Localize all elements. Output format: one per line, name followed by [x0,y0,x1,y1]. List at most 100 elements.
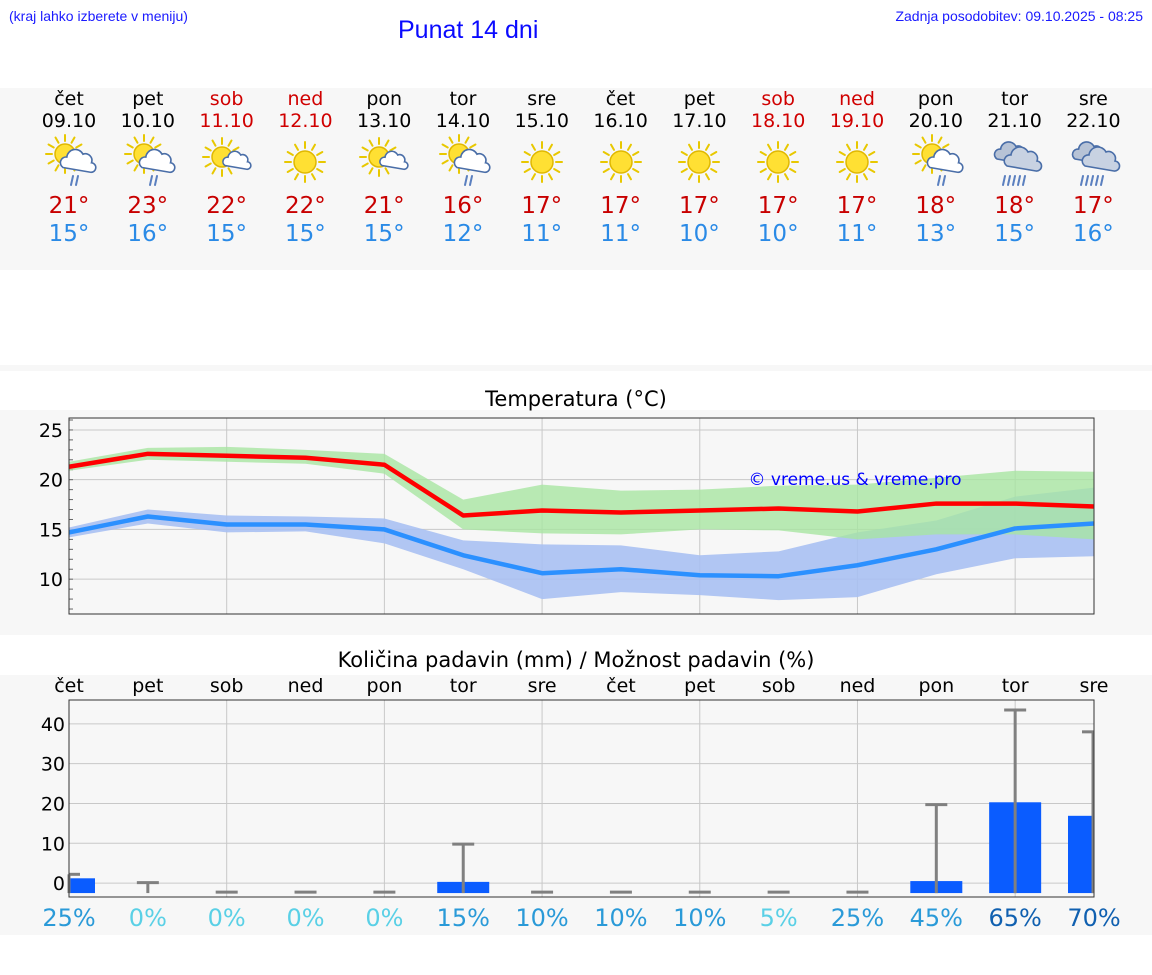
x-category-label: sre [528,675,557,697]
day-name: pet [132,88,164,110]
max-temp-line [68,451,1095,518]
precip-probability: 0% [207,904,246,932]
precip-probability: 10% [515,904,569,932]
day-min-temp: 11° [600,221,641,247]
day-date: 19.10 [829,110,885,132]
last-updated: Zadnja posodobitev: 09.10.2025 - 08:25 [895,8,1143,24]
sun-icon [757,141,800,183]
day-max-temp: 22° [206,193,247,219]
max-temp-band [69,446,1094,540]
day-date: 10.10 [120,110,175,132]
precip-bar [69,878,95,894]
day-column: ned 12.10 22° 15° [265,88,345,248]
location-hint: (kraj lahko izberete v meniju) [9,8,188,24]
day-column: tor 21.10 18° 15° [975,88,1055,248]
precip-probability: 70% [1067,904,1121,932]
day-min-temp: 16° [1073,221,1114,247]
precip-probability: 0% [286,904,325,932]
day-max-temp: 17° [679,193,720,219]
x-category-label: tor [1002,675,1029,697]
day-name: sob [209,88,244,110]
day-max-temp: 17° [1073,193,1114,219]
precip-probability: 25% [830,904,885,932]
day-min-temp: 12° [442,221,484,247]
day-date: 17.10 [672,110,727,132]
plot-frame [68,699,1095,898]
sun-cloud-rain-icon [911,134,964,186]
day-date: 13.10 [356,110,412,132]
day-max-temp: 17° [521,193,563,219]
day-min-temp: 15° [994,221,1035,247]
day-date: 15.10 [514,110,569,132]
day-min-temp: 11° [521,221,563,247]
day-max-temp: 23° [127,193,169,219]
day-min-temp: 10° [679,221,720,247]
precip-bar [1068,815,1094,894]
day-min-temp: 11° [836,221,878,247]
day-date: 18.10 [750,110,806,132]
sun-icon [599,141,642,183]
x-category-label: pet [684,675,715,697]
day-max-temp: 17° [757,193,799,219]
day-max-temp: 16° [442,193,484,219]
day-name: tor [1001,88,1029,110]
watermark: © vreme.us & vreme.pro [748,470,961,490]
sun-icon [836,141,878,183]
day-max-temp: 21° [363,193,405,219]
day-column: sre 15.10 17° 11° [502,88,582,248]
day-min-temp: 16° [127,221,169,247]
day-column: čet 16.10 17° 11° [581,88,661,248]
cloud-rain-icon [993,141,1042,186]
x-category-label: čet [606,675,636,697]
sun-icon [678,141,721,183]
sun-cloud-rain-icon [123,134,176,186]
day-column: ned 19.10 17° 11° [817,88,897,248]
day-column: pon 20.10 18° 13° [896,88,976,248]
y-tick-label: 0 [53,873,65,895]
day-name: čet [605,88,636,110]
x-category-label: tor [450,675,477,697]
divider-band [0,365,1152,371]
precip-probability: 45% [909,904,963,932]
day-name: ned [287,88,324,110]
precip-probability: 0% [365,904,404,932]
precip-chart-title: Količina padavin (mm) / Možnost padavin … [337,648,815,672]
day-min-temp: 13° [915,221,957,247]
day-name: pon [917,88,954,110]
day-column: tor 14.10 16° 12° [423,88,503,248]
sun-cloud-rain-icon [439,134,491,186]
day-name: pet [683,88,715,110]
y-tick-label: 30 [41,754,65,776]
day-name: pon [366,88,403,110]
day-min-temp: 15° [363,221,405,247]
x-category-label: pet [132,675,163,697]
day-name: sre [527,88,557,110]
day-name: sob [761,88,795,110]
min-temp-band [69,487,1094,601]
precip-probability: 25% [42,904,96,932]
x-category-label: ned [840,675,876,697]
x-category-label: ned [288,675,324,697]
day-max-temp: 17° [600,193,641,219]
day-max-temp: 22° [285,193,326,219]
day-min-temp: 15° [206,221,247,247]
day-date: 12.10 [278,110,333,132]
x-category-label: sob [762,675,796,697]
precip-probability: 10% [673,904,727,932]
sun-icon [284,141,327,183]
sun-icon [520,141,563,183]
precip-probability: 65% [988,904,1042,932]
y-tick-label: 20 [41,793,65,815]
day-date: 14.10 [435,110,491,132]
day-max-temp: 17° [836,193,878,219]
day-column: pet 17.10 17° 10° [659,88,739,248]
day-date: 20.10 [908,110,963,132]
x-category-label: pon [918,675,954,697]
day-column: pon 13.10 21° 15° [344,88,424,248]
precip-probability: 15% [436,904,490,932]
day-name: ned [839,88,875,110]
day-date: 22.10 [1066,110,1121,132]
y-tick-label: 10 [39,569,63,591]
y-tick-label: 40 [41,714,65,736]
day-date: 16.10 [593,110,648,132]
